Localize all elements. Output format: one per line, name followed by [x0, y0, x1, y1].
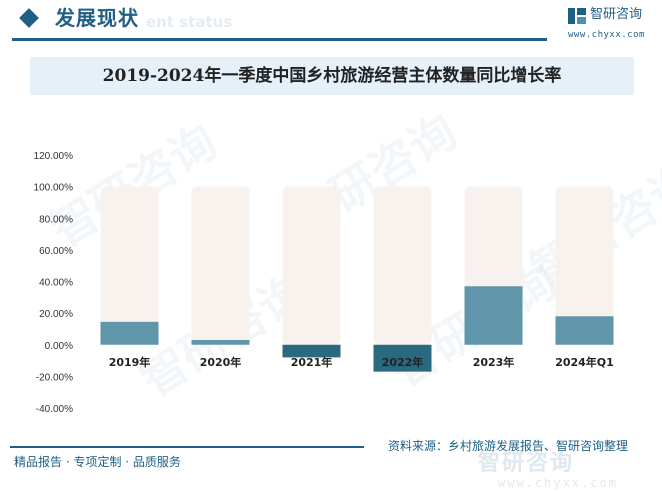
footer-brand-watermark: 智研咨询: [478, 451, 575, 476]
y-tick-label: 20.00%: [39, 309, 73, 320]
y-tick-label: -20.00%: [36, 372, 73, 383]
x-tick-label: 2023年: [473, 355, 515, 369]
brand-url: www.chyxx.com: [568, 30, 645, 40]
background-bar: [282, 186, 341, 345]
footer-url-watermark: www.chyxx.com: [498, 476, 618, 490]
footer-tagline: 精品报告 · 专项定制 · 品质服务: [14, 455, 181, 469]
background-bar: [191, 186, 250, 345]
bar: [282, 344, 341, 358]
bar: [191, 340, 250, 345]
y-tick-label: 40.00%: [39, 278, 73, 289]
source-note: 资料来源：乡村旅游发展报告、智研咨询整理: [388, 439, 629, 453]
y-tick-label: 100.00%: [34, 183, 74, 194]
header-divider: [12, 38, 547, 41]
y-tick-label: 120.00%: [34, 151, 74, 162]
section-title: 发展现状: [55, 6, 139, 30]
x-tick-label: 2019年: [109, 355, 151, 369]
footer-divider: [10, 446, 364, 448]
background-bar: [555, 186, 614, 345]
y-tick-label: -40.00%: [36, 404, 73, 415]
x-tick-label: 2020年: [200, 355, 242, 369]
y-tick-label: 0.00%: [45, 341, 73, 352]
brand-name: 智研咨询: [590, 7, 643, 22]
brand: 智研咨询 www.chyxx.com: [568, 6, 658, 42]
y-tick-label: 60.00%: [39, 246, 73, 257]
bar: [464, 286, 523, 345]
chart-title-band: 2019-2024年一季度中国乡村旅游经营主体数量同比增长率: [30, 57, 634, 95]
bar: [555, 316, 614, 345]
header: 发展现状 ent status 智研咨询 www.chyxx.com: [0, 0, 662, 46]
x-tick-label: 2021年: [291, 355, 333, 369]
y-tick-label: 80.00%: [39, 214, 73, 225]
bar: [100, 321, 159, 345]
background-bar: [100, 186, 159, 345]
brand-logo-icon: [568, 8, 586, 24]
bar: [373, 344, 432, 372]
x-tick-label: 2024年Q1: [555, 355, 614, 369]
chart-title: 2019-2024年一季度中国乡村旅游经营主体数量同比增长率: [102, 66, 562, 86]
background-bar: [373, 186, 432, 345]
x-tick-label: 2022年: [382, 355, 424, 369]
section-subtitle: ent status: [146, 13, 233, 31]
